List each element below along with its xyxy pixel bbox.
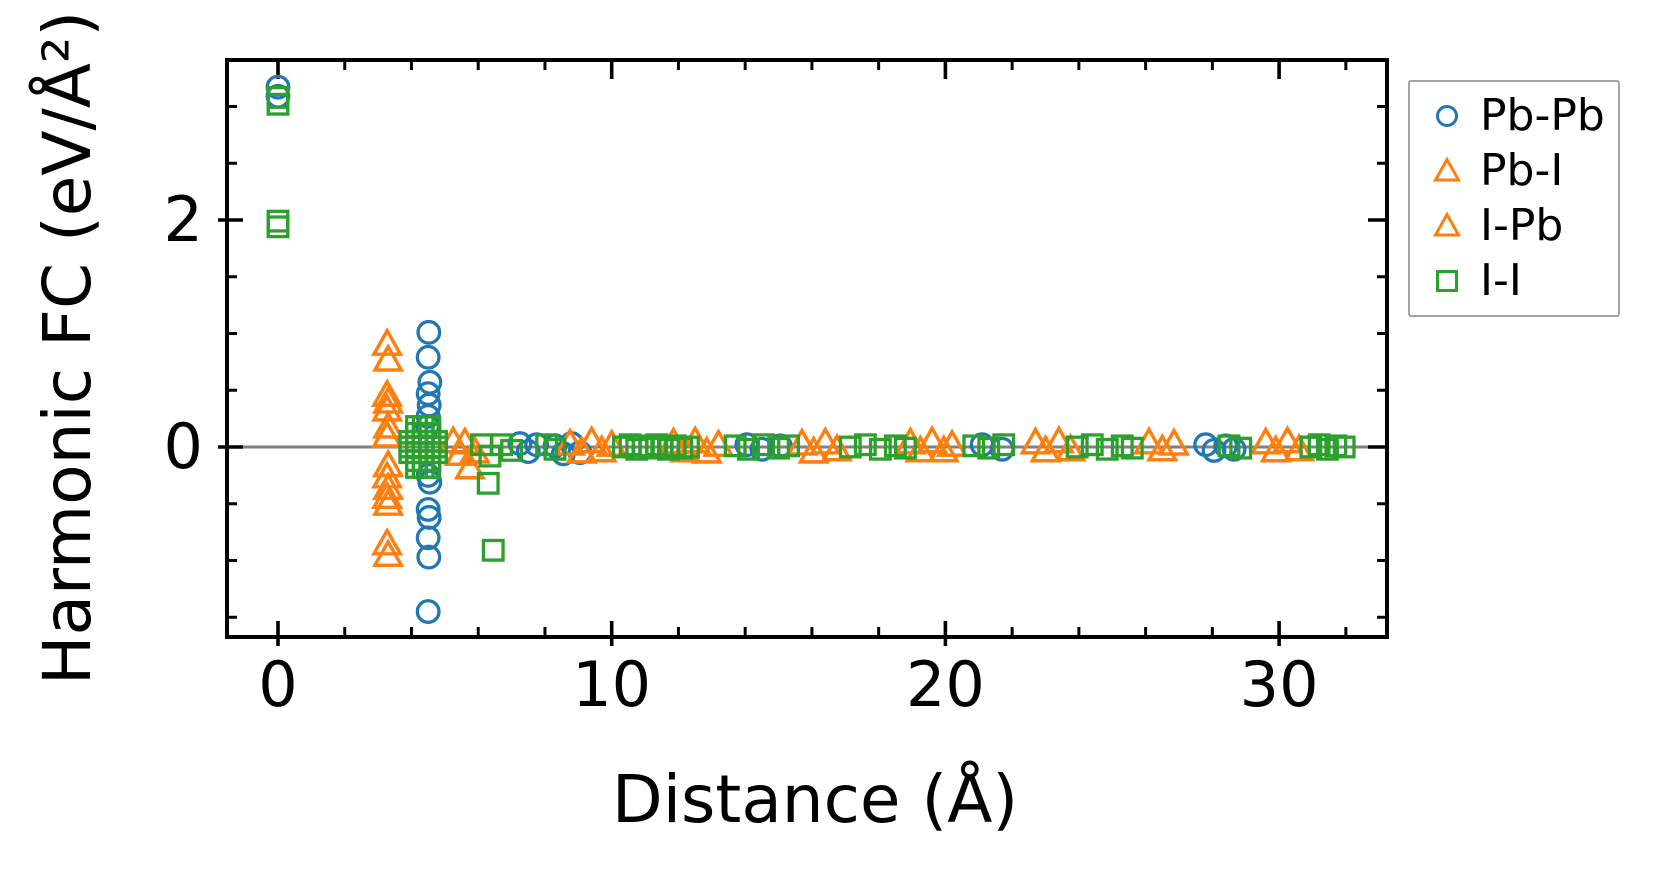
x-tick-label: 20 (905, 648, 985, 721)
data-point-I-I (663, 434, 687, 458)
data-point-I-I (266, 92, 290, 116)
data-point-I-I (500, 438, 524, 462)
data-point-I-Pb (372, 343, 405, 372)
legend-item-pb-pb: Pb-Pb (1432, 89, 1618, 141)
data-point-I-Pb (371, 327, 404, 356)
data-point-I-Pb (679, 424, 712, 454)
data-point-I-I (838, 435, 862, 459)
data-point-I-Pb (372, 487, 405, 516)
square-marker-icon (1436, 270, 1458, 293)
data-point-I-Pb (927, 434, 960, 463)
data-point-I-Pb (371, 419, 404, 448)
data-point-I-I (476, 471, 500, 495)
data-point-Pb-Pb (415, 525, 441, 551)
data-point-I-I (418, 449, 442, 473)
data-point-Pb-Pb (416, 544, 442, 570)
data-point-I-I (481, 538, 505, 562)
legend-label: I-Pb (1480, 200, 1564, 252)
data-point-I-Pb (820, 432, 853, 462)
data-point-I-Pb (809, 426, 842, 455)
data-point-I-I (1065, 435, 1089, 459)
legend-label: I-I (1480, 255, 1522, 307)
data-point-I-Pb (797, 435, 830, 464)
data-point-I-Pb (1271, 424, 1304, 454)
data-point-I-I (1217, 434, 1241, 458)
circle-marker-icon (1436, 104, 1458, 127)
data-point-I-Pb (936, 428, 969, 457)
legend-label: Pb-Pb (1480, 89, 1605, 141)
data-point-Pb-Pb (416, 319, 442, 345)
legend-item-pb-i: Pb-I (1432, 144, 1618, 196)
data-point-I-Pb (371, 527, 404, 556)
data-point-I-I (723, 434, 747, 458)
data-point-I-I (543, 437, 567, 461)
axes-spines (225, 58, 1389, 639)
data-point-Pb-Pb (415, 344, 441, 370)
x-axis-label: Distance (Å) (611, 761, 1019, 838)
data-point-I-Pb (575, 424, 608, 454)
data-point-I-I (1095, 437, 1119, 461)
data-point-I-Pb (690, 435, 723, 464)
data-point-I-I (868, 437, 892, 461)
data-point-I-I (992, 433, 1016, 457)
data-point-I-Pb (371, 480, 404, 509)
data-point-Pb-Pb (415, 599, 441, 625)
triangle-marker-icon (1432, 156, 1462, 182)
data-point-I-I (977, 436, 1001, 460)
data-point-I-Pb (372, 538, 405, 567)
data-point-I-I (1120, 436, 1144, 460)
data-point-I-Pb (785, 427, 818, 456)
x-tick-label: 30 (1239, 648, 1319, 721)
data-point-I-I (266, 209, 290, 233)
data-point-I-I (737, 437, 760, 461)
data-point-I-I (1229, 436, 1253, 460)
y-tick-label: 0 (163, 410, 203, 483)
data-point-I-Pb (1146, 432, 1179, 462)
data-point-I-Pb (372, 471, 405, 500)
data-point-I-I (1080, 433, 1104, 457)
x-tick-label: 0 (258, 648, 298, 721)
data-point-I-I (893, 436, 917, 460)
data-point-I-Pb (1157, 427, 1191, 456)
data-point-I-Pb (371, 378, 404, 407)
data-point-I-Pb (595, 428, 628, 457)
data-point-I-I (962, 434, 986, 458)
data-point-I-I (853, 433, 877, 457)
triangle-marker-icon (1432, 211, 1462, 237)
legend-label: Pb-I (1480, 144, 1564, 196)
legend: Pb-Pb Pb-I I-Pb I-I (1408, 80, 1620, 317)
data-point-I-I (752, 433, 775, 457)
data-point-I-Pb (453, 451, 486, 480)
data-point-I-Pb (585, 434, 618, 463)
data-point-I-I (777, 434, 801, 458)
data-point-I-Pb (1259, 434, 1292, 463)
data-point-I-I (266, 215, 290, 239)
legend-item-i-pb: I-Pb (1432, 204, 1618, 248)
y-tick-label: 2 (163, 183, 203, 256)
data-point-Pb-Pb (415, 496, 441, 522)
y-axis-label: Harmonic FC (eV/Å²) (29, 10, 106, 686)
data-point-I-Pb (1029, 434, 1062, 463)
data-point-I-I (677, 435, 700, 459)
legend-item-i-i: I-I (1432, 259, 1618, 303)
data-point-I-I (418, 415, 442, 439)
data-point-I-Pb (916, 424, 949, 454)
data-point-I-I (1332, 435, 1356, 459)
data-point-I-Pb (1283, 432, 1316, 462)
data-point-I-Pb (372, 410, 405, 439)
x-tick-label: 10 (572, 648, 652, 721)
data-point-I-Pb (1042, 424, 1075, 454)
data-point-I-Pb (1054, 432, 1087, 462)
